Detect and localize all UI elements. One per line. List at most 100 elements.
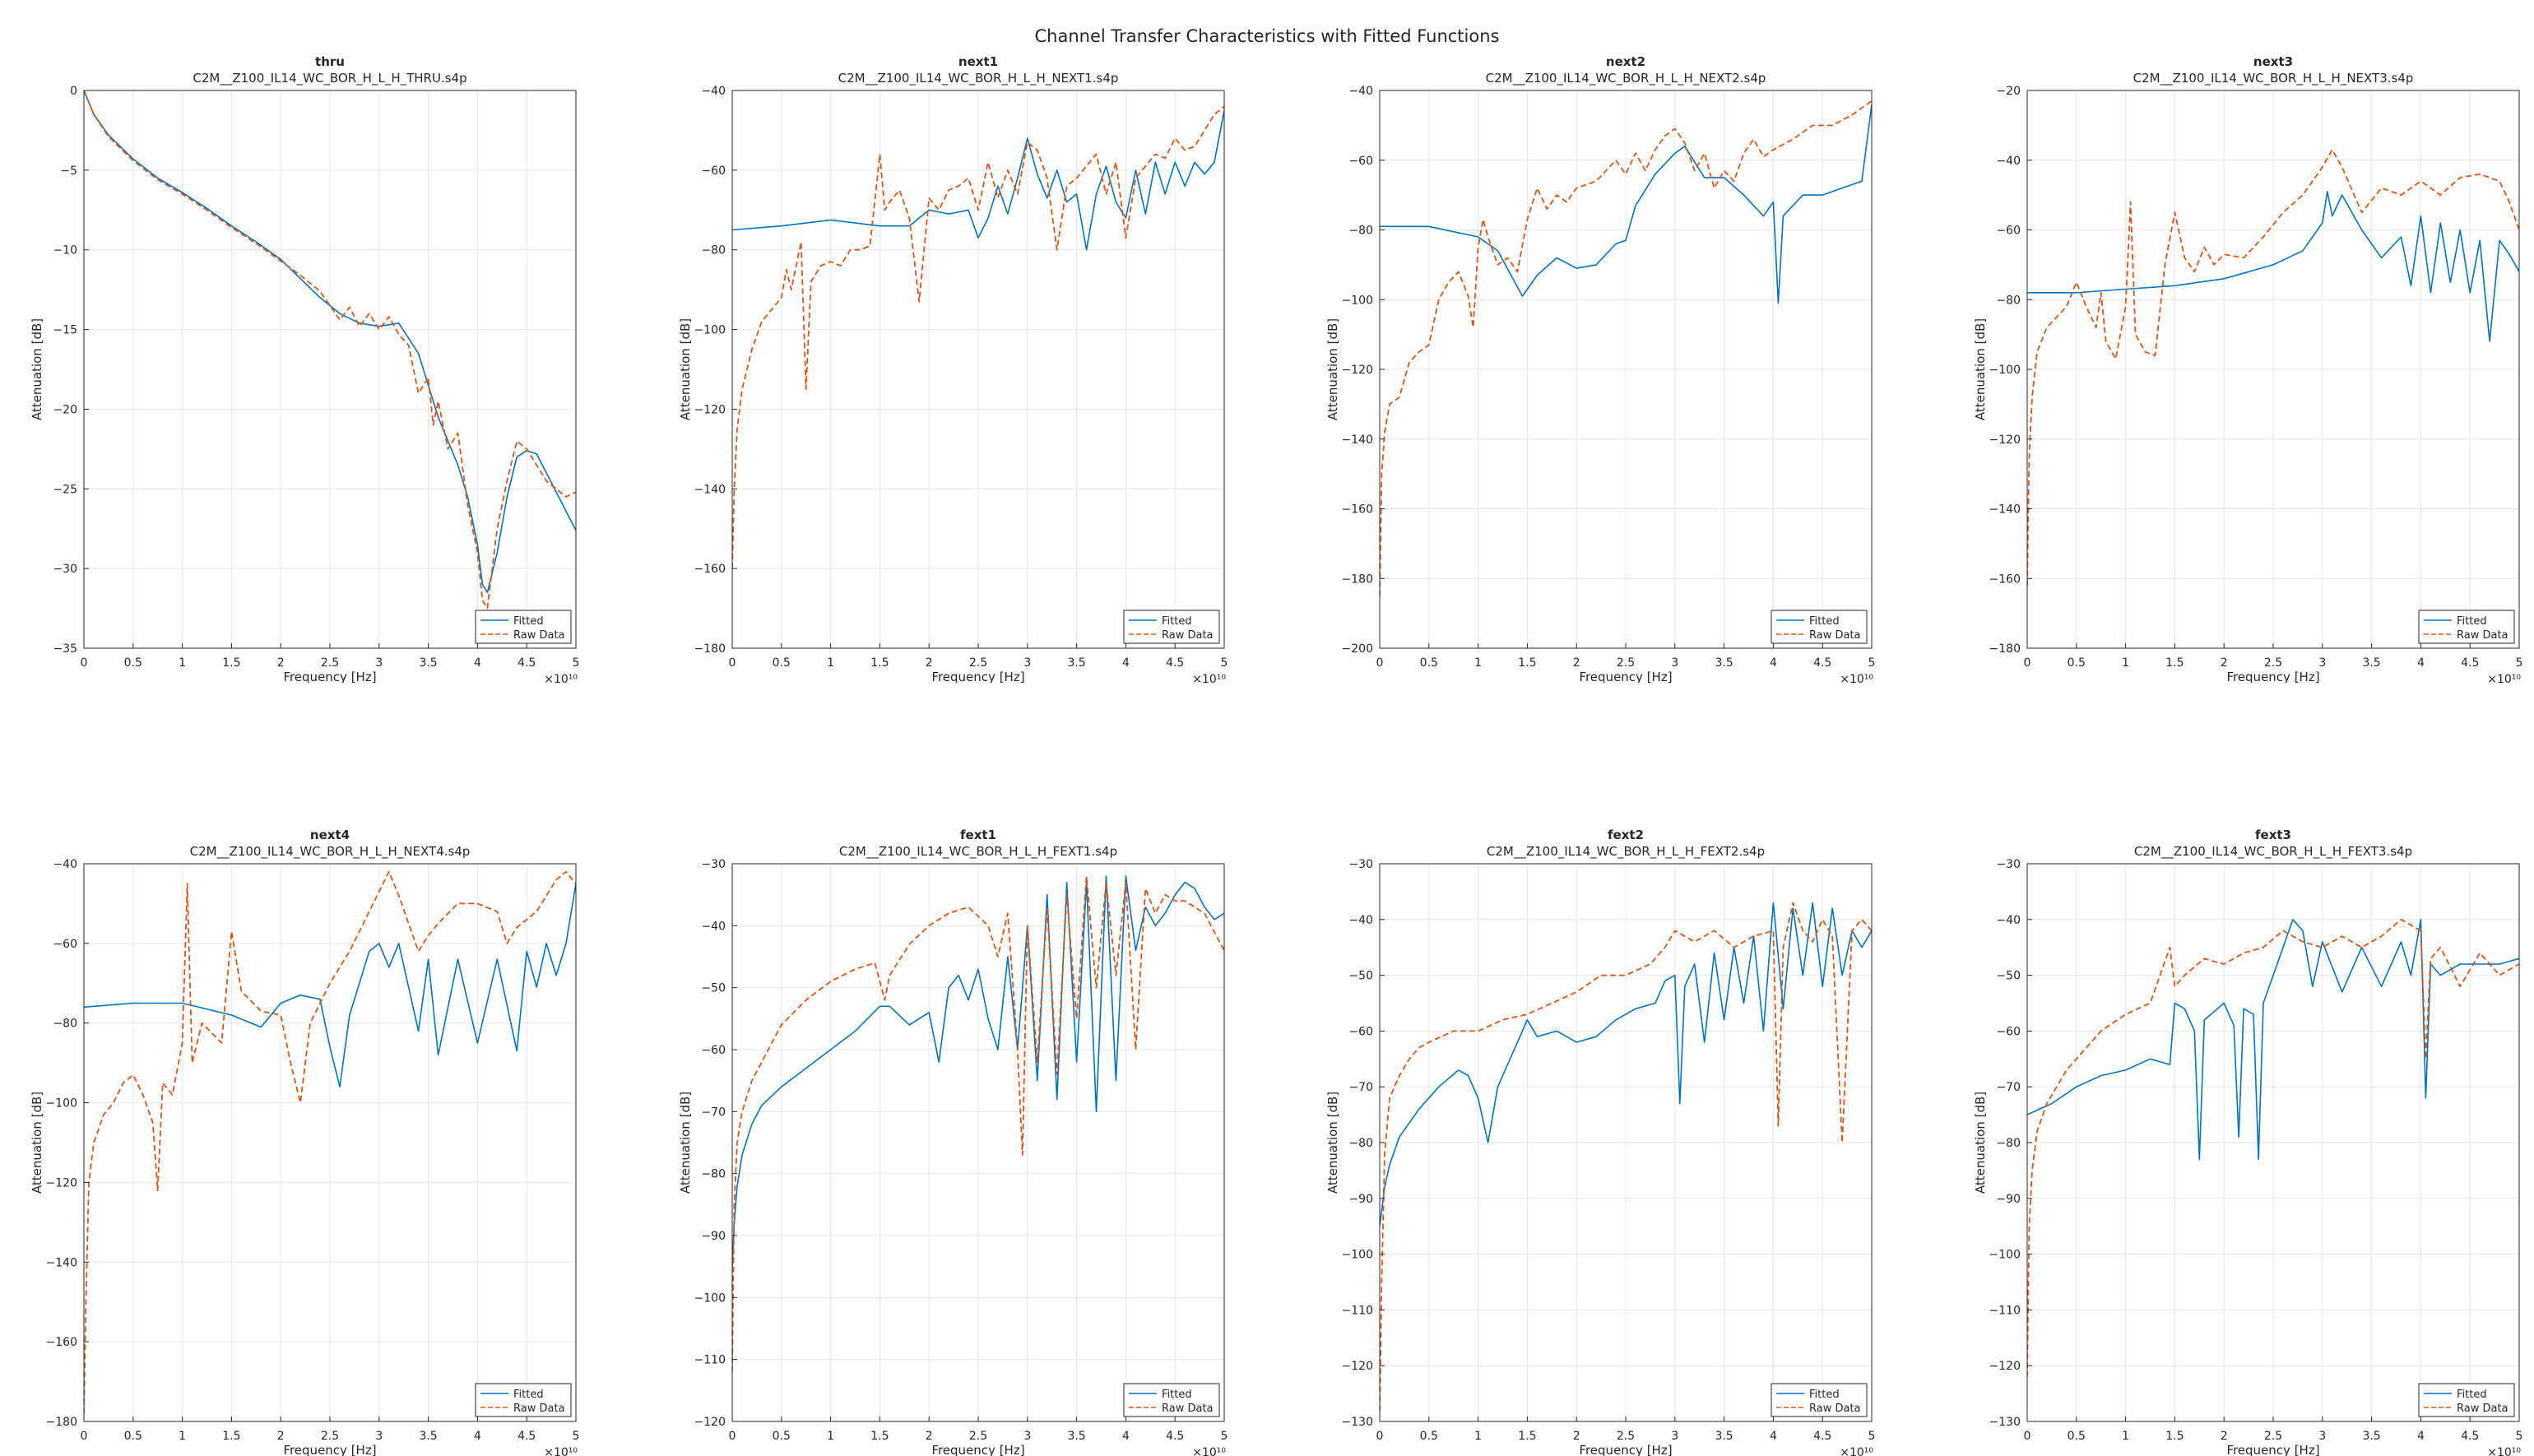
y-tick-label: −180: [1989, 642, 2021, 656]
y-tick-label: −100: [694, 324, 726, 337]
x-exponent-label: ×10¹⁰: [544, 1446, 578, 1456]
y-tick-label: −30: [1348, 858, 1373, 871]
chart-title: fext1: [960, 828, 996, 842]
y-tick-label: −180: [46, 1416, 77, 1429]
legend-fitted-label: Fitted: [2457, 1389, 2487, 1401]
x-tick-label: 3: [1023, 1430, 1031, 1443]
x-tick-label: 2.5: [2264, 1430, 2282, 1443]
y-tick-label: −40: [1996, 914, 2021, 927]
x-exponent-label: ×10¹⁰: [1840, 673, 1873, 683]
legend-box: [1771, 1383, 1868, 1417]
x-tick-label: 2: [926, 656, 933, 670]
y-tick-label: −80: [1996, 1137, 2021, 1150]
chart-title: thru: [315, 54, 345, 69]
raw-data-line: [84, 90, 576, 610]
y-tick-label: −40: [1348, 914, 1373, 927]
y-tick-label: −120: [1989, 434, 2021, 447]
y-tick-label: −180: [1342, 573, 1373, 586]
x-tick-label: 5: [1221, 1430, 1228, 1443]
y-tick-label: −70: [1996, 1081, 2021, 1094]
x-tick-label: 3: [375, 1430, 383, 1443]
x-tick-label: 1: [2122, 656, 2129, 670]
x-tick-label: 4.5: [1166, 656, 1184, 670]
y-tick-label: −60: [701, 165, 726, 178]
x-tick-label: 3: [2318, 1430, 2326, 1443]
x-tick-label: 3.5: [1715, 656, 1733, 670]
x-tick-label: 4: [1122, 1430, 1130, 1443]
x-tick-label: 2.5: [1617, 1430, 1635, 1443]
series-group: [84, 870, 576, 1414]
y-tick-label: −50: [1996, 970, 2021, 983]
y-tick-label: −100: [694, 1291, 726, 1305]
chart-subtitle: C2M__Z100_IL14_WC_BOR_H_L_H_NEXT1.s4p: [838, 71, 1119, 86]
y-axis-label: Attenuation [dB]: [1973, 1092, 1988, 1194]
y-tick-label: −120: [1989, 1360, 2021, 1373]
gridlines: [83, 863, 577, 1422]
x-tick-label: 1: [1474, 1430, 1482, 1443]
legend-raw-label: Raw Data: [1809, 629, 1861, 642]
y-tick-label: −140: [694, 483, 726, 496]
y-tick-label: −30: [53, 563, 77, 576]
chart-title: fext2: [1608, 828, 1644, 842]
x-tick-label: 1: [179, 656, 186, 670]
x-tick-label: 2: [1573, 656, 1580, 670]
y-tick-label: −50: [1348, 970, 1373, 983]
y-tick-label: −40: [701, 920, 726, 933]
x-exponent-label: ×10¹⁰: [1840, 1446, 1873, 1456]
series-group: [732, 875, 1224, 1372]
y-tick-label: −160: [694, 563, 726, 576]
legend-box: [1771, 610, 1868, 644]
chart-title: fext3: [2255, 828, 2291, 842]
y-tick-label: −70: [701, 1106, 726, 1119]
y-tick-label: −60: [1348, 1025, 1373, 1038]
series-group: [1380, 902, 1872, 1411]
x-tick-label: 2: [2221, 656, 2228, 670]
x-axis-label: Frequency [Hz]: [2226, 670, 2319, 683]
x-axis-label: Frequency [Hz]: [1579, 1443, 1672, 1456]
y-tick-label: −80: [701, 1168, 726, 1181]
x-tick-label: 1.5: [1518, 1430, 1536, 1443]
y-tick-label: −100: [1342, 1249, 1373, 1262]
x-exponent-label: ×10¹⁰: [544, 673, 578, 683]
chart-subtitle: C2M__Z100_IL14_WC_BOR_H_L_H_FEXT2.s4p: [1487, 844, 1765, 860]
y-tick-label: −50: [701, 982, 726, 995]
y-tick-label: −110: [694, 1354, 726, 1367]
x-tick-label: 3: [375, 656, 383, 670]
y-tick-label: −20: [1996, 85, 2021, 98]
y-tick-label: −60: [1996, 225, 2021, 238]
x-tick-label: 2: [277, 656, 285, 670]
y-tick-label: −30: [1996, 858, 2021, 871]
legend-box: [1123, 1383, 1220, 1417]
x-tick-label: 4: [2417, 1430, 2425, 1443]
x-tick-label: 1.5: [1518, 656, 1536, 670]
x-tick-label: 5: [1868, 1430, 1876, 1443]
series-group: [2027, 918, 2519, 1377]
y-axis-label: Attenuation [dB]: [30, 1092, 44, 1194]
x-tick-label: 0: [2024, 656, 2031, 670]
y-tick-label: −80: [1348, 1137, 1373, 1150]
x-tick-label: 4: [1770, 656, 1777, 670]
x-tick-label: 0: [1376, 656, 1384, 670]
y-tick-label: −5: [60, 165, 77, 178]
y-tick-label: −90: [1996, 1193, 2021, 1206]
x-tick-label: 3.5: [1715, 1430, 1733, 1443]
y-tick-label: −100: [1342, 294, 1373, 307]
y-tick-label: 0: [70, 85, 77, 98]
chart-title: next1: [958, 54, 998, 69]
x-tick-label: 5: [2516, 656, 2523, 670]
y-tick-label: −40: [1996, 155, 2021, 168]
x-tick-label: 4: [1122, 656, 1130, 670]
y-tick-label: −120: [694, 403, 726, 416]
x-tick-label: 0: [81, 1430, 88, 1443]
fitted-line: [1380, 104, 1872, 304]
x-tick-label: 1.5: [222, 656, 240, 670]
y-axis-label: Attenuation [dB]: [30, 318, 44, 420]
chart-subtitle: C2M__Z100_IL14_WC_BOR_H_L_H_NEXT3.s4p: [2133, 71, 2414, 86]
x-tick-label: 2.5: [321, 1430, 339, 1443]
